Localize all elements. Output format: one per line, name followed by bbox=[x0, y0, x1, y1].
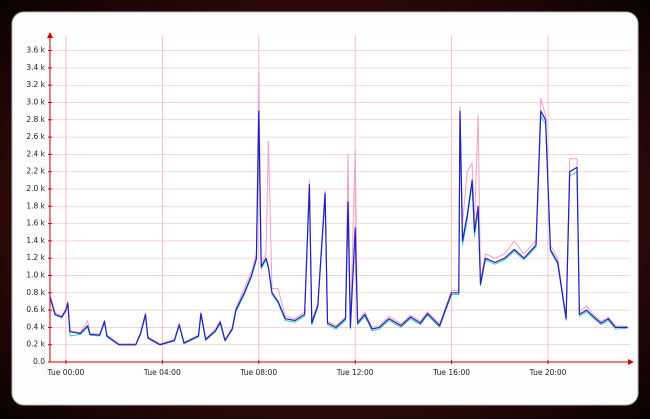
y-tick-label: 1.4 k bbox=[26, 236, 45, 245]
x-tick-label: Tue 04:00 bbox=[143, 368, 181, 377]
x-tick-label: Tue 16:00 bbox=[432, 368, 470, 377]
plot-area bbox=[50, 35, 630, 362]
x-axis-arrow bbox=[628, 359, 634, 365]
x-tick-label: Tue 12:00 bbox=[336, 368, 374, 377]
y-tick-label: 0.4 k bbox=[26, 322, 45, 331]
y-tick-label: 0.8 k bbox=[26, 288, 45, 297]
y-tick-label: 2.0 k bbox=[26, 184, 45, 193]
y-tick-label: 2.8 k bbox=[26, 115, 45, 124]
y-tick-label: 3.2 k bbox=[26, 80, 45, 89]
y-tick-label: 2.2 k bbox=[26, 167, 45, 176]
y-tick-label: 0.2 k bbox=[26, 340, 45, 349]
y-tick-label: 0.0 bbox=[33, 357, 45, 366]
y-tick-label: 2.6 k bbox=[26, 132, 45, 141]
y-tick-label: 1.8 k bbox=[26, 201, 45, 210]
x-tick-label: Tue 08:00 bbox=[239, 368, 277, 377]
y-tick-label: 2.4 k bbox=[26, 149, 45, 158]
y-tick-label: 1.0 k bbox=[26, 270, 45, 279]
x-tick-label: Tue 20:00 bbox=[529, 368, 567, 377]
y-tick-label: 0.6 k bbox=[26, 305, 45, 314]
y-tick-label: 3.0 k bbox=[26, 97, 45, 106]
y-axis-arrow bbox=[47, 32, 53, 38]
x-tick-label: Tue 00:00 bbox=[47, 368, 85, 377]
y-tick-label: 3.4 k bbox=[26, 63, 45, 72]
y-tick-label: 3.6 k bbox=[26, 46, 45, 55]
series-line bbox=[49, 110, 628, 346]
y-tick-label: 1.2 k bbox=[26, 253, 45, 262]
y-tick-label: 1.6 k bbox=[26, 219, 45, 228]
